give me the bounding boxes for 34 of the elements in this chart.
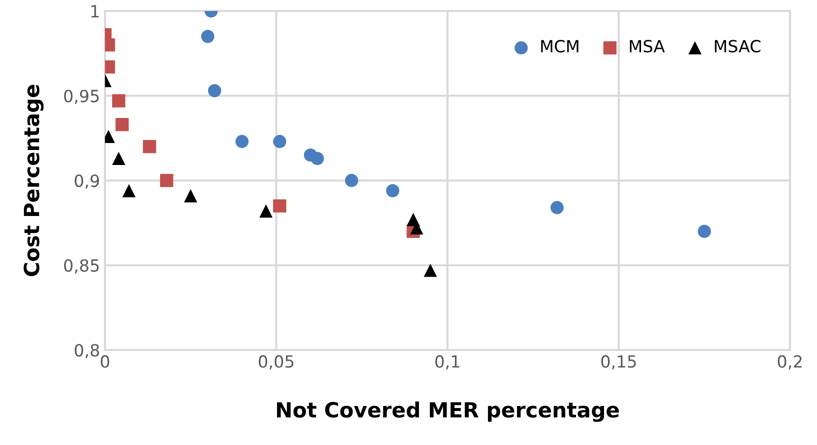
point [201,30,214,44]
point [550,201,564,214]
x-axis-title: Not Covered MER percentage [277,402,619,422]
legend-label: MSAC [714,40,760,52]
y-tick-label: 1 [91,5,99,18]
x-tick-label: 0,1 [435,355,460,370]
point [184,189,198,202]
point [386,184,400,198]
point [116,118,129,132]
y-tick-label: 0,9 [74,174,99,189]
y-axis-title: Cost Percentage [24,84,44,276]
point [235,134,249,148]
point [208,84,222,98]
point [345,174,358,188]
point [273,199,286,213]
legend-label: MSA [630,40,665,52]
point [112,152,126,166]
legend-label: MCM [541,40,578,52]
x-tick-label: 0 [100,355,110,368]
point [424,264,437,277]
point [259,204,273,218]
y-tick-label: 0,95 [64,90,99,104]
y-tick-label: 0,85 [64,259,99,274]
point [112,94,126,108]
point [122,184,136,198]
point [310,152,324,166]
x-tick-label: 0,05 [258,355,294,370]
point [273,134,286,148]
x-tick-label: 0,15 [601,355,636,370]
point [142,140,156,154]
point [698,224,711,238]
x-tick-label: 0,2 [778,355,802,370]
point [160,174,174,188]
y-tick-label: 0,8 [74,344,99,358]
